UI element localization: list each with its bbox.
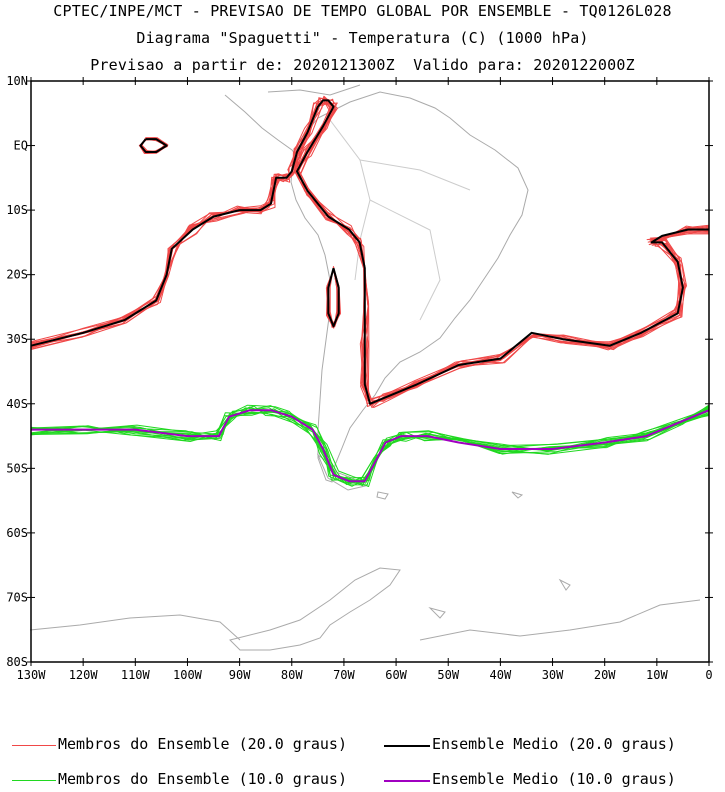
antarctica-coast [29,599,701,641]
legend-mean10-label: Ensemble Medio (10.0 graus) [432,770,676,788]
lon-label: 60W [385,668,407,682]
map-title-line3: Previsao a partir de: 2020121300Z Valido… [90,56,635,74]
lat-label: EQ [14,139,28,153]
lat-label: 20S [6,268,28,282]
antarctic-peninsula [229,567,401,651]
member20-contour [30,97,710,401]
lon-label: 110W [121,668,151,682]
member20-contour [30,96,710,402]
lon-label: 20W [594,668,616,682]
legend-mean20-label: Ensemble Medio (20.0 graus) [432,735,676,753]
country-border [359,159,471,191]
lon-label: 0 [705,668,712,682]
member20-contour [30,97,710,406]
member20-contour [30,97,710,408]
mean10-contour [31,409,710,483]
lon-label: 100W [173,668,203,682]
south-georgia [511,491,524,499]
lat-label: 60S [6,526,28,540]
lon-label: 10W [646,668,668,682]
member20-contour [30,102,710,409]
legend-mean20-swatch [384,745,430,747]
lat-label: 10S [6,203,28,217]
lat-label: 70S [6,590,28,604]
map-title-line2: Diagrama "Spaguetti" - Temperatura (C) (… [136,29,589,47]
member20-contour [30,98,710,404]
lon-label: 30W [542,668,564,682]
central-america-coast [224,94,299,159]
caribbean-coast [267,84,361,96]
lon-label: 120W [69,668,99,682]
lon-label: 40W [490,668,512,682]
member10-contour [30,407,710,487]
lat-label: 10N [6,74,28,88]
lat-label: 30S [6,332,28,346]
member20-contour [30,97,710,403]
lon-label: 50W [437,668,459,682]
lat-label: 50S [6,461,28,475]
legend-member10-label: Membros do Ensemble (10.0 graus) [58,770,347,788]
antarctic-islands [428,578,571,619]
legend-member20-label: Membros do Ensemble (20.0 graus) [58,735,347,753]
falkland-islands [376,491,389,500]
map-title-line1: CPTEC/INPE/MCT - PREVISAO DE TEMPO GLOBA… [53,2,672,20]
member20-contour [30,98,710,402]
member10-contour [30,405,710,486]
member20-contour [30,99,710,404]
legend-member10-swatch [12,780,56,781]
mean20-island-contour [327,267,340,328]
lon-label: 70W [333,668,355,682]
mean20-contour [30,99,709,405]
map-frame [30,80,710,663]
member20-contour [30,102,710,405]
legend-member20-swatch [12,745,56,746]
lon-label: 90W [229,668,251,682]
member20-contour [30,95,710,407]
lon-label: 80W [281,668,303,682]
lat-label: 80S [6,655,28,669]
lon-label: 130W [17,668,47,682]
country-border [369,199,441,321]
member20-contour [30,98,710,400]
legend-mean10-swatch [384,780,430,782]
mean20-island-contour [139,138,168,153]
lat-label: 40S [6,397,28,411]
